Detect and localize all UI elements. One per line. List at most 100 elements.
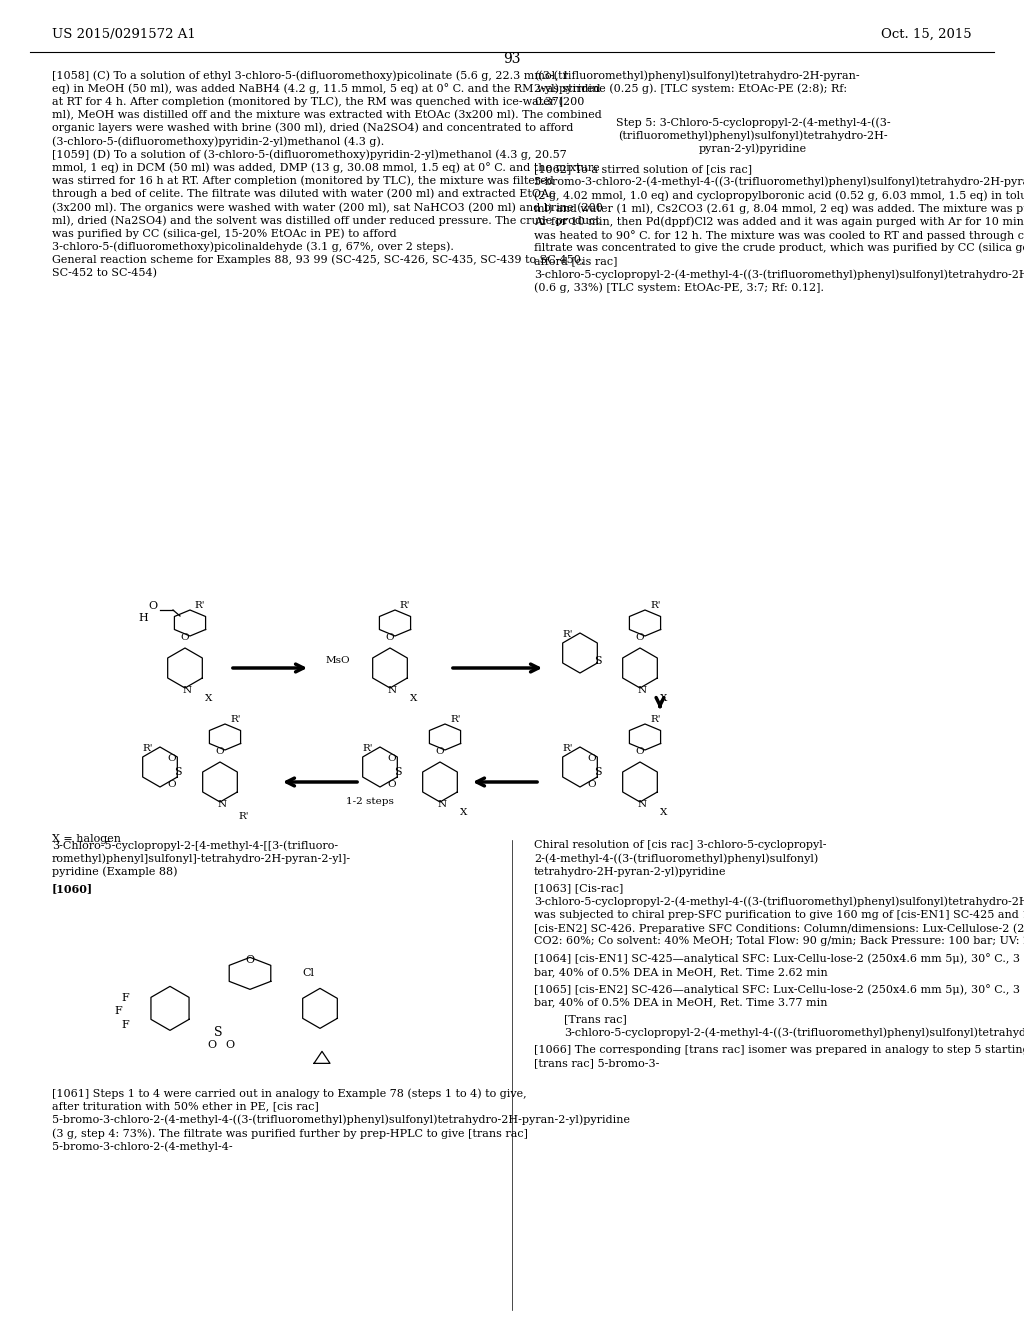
Text: [1059] (D) To a solution of (3-chloro-5-(difluoromethoxy)pyridin-2-yl)methanol (: [1059] (D) To a solution of (3-chloro-5-… [52,149,566,160]
Text: ((3-(trifluoromethyl)phenyl)sulfonyl)tetrahydro-2H-pyran-: ((3-(trifluoromethyl)phenyl)sulfonyl)tet… [534,70,859,81]
Text: US 2015/0291572 A1: US 2015/0291572 A1 [52,28,196,41]
Text: 3-Chloro-5-cyclopropyl-2-[4-methyl-4-[[3-(trifluoro-: 3-Chloro-5-cyclopropyl-2-[4-methyl-4-[[3… [52,840,338,850]
Text: 0.37]: 0.37] [534,96,563,107]
Text: Cl: Cl [302,969,314,978]
Text: O: O [386,634,394,642]
Text: 5-bromo-3-chloro-2-(4-methyl-4-: 5-bromo-3-chloro-2-(4-methyl-4- [52,1142,232,1152]
Text: filtrate was concentrated to give the crude product, which was purified by CC (s: filtrate was concentrated to give the cr… [534,243,1024,253]
Text: (trifluoromethyl)phenyl)sulfonyl)tetrahydro-2H-: (trifluoromethyl)phenyl)sulfonyl)tetrahy… [618,131,888,141]
Text: through a bed of celite. The filtrate was diluted with water (200 ml) and extrac: through a bed of celite. The filtrate wa… [52,189,555,199]
Text: N: N [217,800,226,809]
Text: tetrahydro-2H-pyran-2-yl)pyridine: tetrahydro-2H-pyran-2-yl)pyridine [534,866,726,876]
Text: S: S [594,656,602,667]
Text: S: S [594,767,602,777]
Text: H: H [138,612,147,623]
Text: R': R' [562,630,572,639]
Text: F: F [121,1020,129,1031]
Text: 3-chloro-5-cyclopropyl-2-(4-methyl-4-((3-(trifluoromethyl)phenyl)sulfonyl)tetrah: 3-chloro-5-cyclopropyl-2-(4-methyl-4-((3… [564,1027,1024,1038]
Text: S: S [394,767,401,777]
Text: was stirred for 16 h at RT. After completion (monitored by TLC), the mixture was: was stirred for 16 h at RT. After comple… [52,176,554,186]
Text: O: O [388,780,396,789]
Text: ml), dried (Na2SO4) and the solvent was distilled off under reduced pressure. Th: ml), dried (Na2SO4) and the solvent was … [52,215,600,226]
Text: O: O [588,754,596,763]
Text: 2-(4-methyl-4-((3-(trifluoromethyl)phenyl)sulfonyl): 2-(4-methyl-4-((3-(trifluoromethyl)pheny… [534,853,818,863]
Text: O: O [216,747,224,756]
Text: SC-452 to SC-454): SC-452 to SC-454) [52,268,157,279]
Text: organic layers were washed with brine (300 ml), dried (Na2SO4) and concentrated : organic layers were washed with brine (3… [52,123,573,133]
Text: O: O [246,956,255,965]
Text: O: O [388,754,396,763]
Text: (3-chloro-5-(difluoromethoxy)pyridin-2-yl)methanol (4.3 g).: (3-chloro-5-(difluoromethoxy)pyridin-2-y… [52,136,384,147]
Text: R': R' [451,715,461,723]
Text: N: N [182,686,191,696]
Text: R': R' [650,715,662,723]
Text: [trans rac] 5-bromo-3-: [trans rac] 5-bromo-3- [534,1057,659,1068]
Text: [1065] [cis-EN2] SC-426—analytical SFC: Lux-Cellu-lose-2 (250x4.6 mm 5μ), 30° C.: [1065] [cis-EN2] SC-426—analytical SFC: … [534,983,1024,995]
Text: O: O [588,780,596,789]
Text: O: O [180,634,189,642]
Text: F: F [121,994,129,1003]
Text: F: F [114,1006,122,1016]
Text: (0.6 g, 33%) [TLC system: EtOAc-PE, 3:7; Rf: 0.12].: (0.6 g, 33%) [TLC system: EtOAc-PE, 3:7;… [534,282,824,293]
Text: mmol, 1 eq) in DCM (50 ml) was added, DMP (13 g, 30.08 mmol, 1.5 eq) at 0° C. an: mmol, 1 eq) in DCM (50 ml) was added, DM… [52,162,600,173]
Text: after trituration with 50% ether in PE, [cis rac]: after trituration with 50% ether in PE, … [52,1102,318,1111]
Text: R': R' [239,812,249,821]
Text: pyran-2-yl)pyridine: pyran-2-yl)pyridine [699,144,807,154]
Text: O: O [168,780,176,789]
Text: R': R' [650,601,662,610]
Text: 5-bromo-3-chloro-2-(4-methyl-4-((3-(trifluoromethyl)phenyl)sulfonyl)tetrahydro-2: 5-bromo-3-chloro-2-(4-methyl-4-((3-(trif… [52,1115,630,1126]
Text: S: S [174,767,182,777]
Text: R': R' [195,601,205,610]
Text: 93: 93 [503,51,521,66]
Text: O: O [225,1040,234,1051]
Text: Ar for 10 min, then Pd(dppf)Cl2 was added and it was again purged with Ar for 10: Ar for 10 min, then Pd(dppf)Cl2 was adde… [534,216,1024,227]
Text: [1066] The corresponding [trans rac] isomer was prepared in analogy to step 5 st: [1066] The corresponding [trans rac] iso… [534,1044,1024,1055]
Text: [Trans rac]: [Trans rac] [564,1014,627,1024]
Text: R': R' [362,744,373,752]
Text: [1063] [Cis-rac]: [1063] [Cis-rac] [534,883,624,894]
Text: O: O [148,601,158,611]
Text: 3-chloro-5-cyclopropyl-2-(4-methyl-4-((3-(trifluoromethyl)phenyl)sulfonyl)tetrah: 3-chloro-5-cyclopropyl-2-(4-methyl-4-((3… [534,269,1024,280]
Text: [1061] Steps 1 to 4 were carried out in analogy to Example 78 (steps 1 to 4) to : [1061] Steps 1 to 4 were carried out in … [52,1089,526,1100]
Text: O: O [168,754,176,763]
Text: [1060]: [1060] [52,883,93,895]
Text: N: N [637,800,646,809]
Text: MsO: MsO [326,656,350,665]
Text: N: N [637,686,646,696]
Text: O: O [636,634,644,642]
Text: X = halogen: X = halogen [52,834,121,843]
Text: was purified by CC (silica-gel, 15-20% EtOAc in PE) to afford: was purified by CC (silica-gel, 15-20% E… [52,228,396,239]
Text: bar, 40% of 0.5% DEA in MeOH, Ret. Time 2.62 min: bar, 40% of 0.5% DEA in MeOH, Ret. Time … [534,966,827,977]
Text: 2-yl)pyridine (0.25 g). [TLC system: EtOAc-PE (2:8); Rf:: 2-yl)pyridine (0.25 g). [TLC system: EtO… [534,83,847,94]
Text: R': R' [230,715,242,723]
Text: 5-bromo-3-chloro-2-(4-methyl-4-((3-(trifluoromethyl)phenyl)sulfonyl)tetrahydro-2: 5-bromo-3-chloro-2-(4-methyl-4-((3-(trif… [534,177,1024,187]
Text: at RT for 4 h. After completion (monitored by TLC), the RM was quenched with ice: at RT for 4 h. After completion (monitor… [52,96,585,107]
Text: (3 g, step 4: 73%). The filtrate was purified further by prep-HPLC to give [tran: (3 g, step 4: 73%). The filtrate was pur… [52,1129,528,1139]
Text: [1064] [cis-EN1] SC-425—analytical SFC: Lux-Cellu-lose-2 (250x4.6 mm 5μ), 30° C.: [1064] [cis-EN1] SC-425—analytical SFC: … [534,953,1024,965]
Text: pyridine (Example 88): pyridine (Example 88) [52,866,177,876]
Text: R': R' [399,601,411,610]
Text: bar, 40% of 0.5% DEA in MeOH, Ret. Time 3.77 min: bar, 40% of 0.5% DEA in MeOH, Ret. Time … [534,997,827,1007]
Text: afford [cis rac]: afford [cis rac] [534,256,617,267]
Text: [cis-EN2] SC-426. Preparative SFC Conditions: Column/dimensions: Lux-Cellulose-2: [cis-EN2] SC-426. Preparative SFC Condit… [534,923,1024,933]
Text: [1058] (C) To a solution of ethyl 3-chloro-5-(difluoromethoxy)picolinate (5.6 g,: [1058] (C) To a solution of ethyl 3-chlo… [52,70,569,81]
Text: Oct. 15, 2015: Oct. 15, 2015 [882,28,972,41]
Text: [1062] To a stirred solution of [cis rac]: [1062] To a stirred solution of [cis rac… [534,164,752,174]
Text: romethyl)phenyl]sulfonyl]-tetrahydro-2H-pyran-2-yl]-: romethyl)phenyl]sulfonyl]-tetrahydro-2H-… [52,853,351,863]
Text: General reaction scheme for Examples 88, 93 99 (SC-425, SC-426, SC-435, SC-439 t: General reaction scheme for Examples 88,… [52,255,585,265]
Text: X: X [411,694,418,704]
Text: CO2: 60%; Co solvent: 40% MeOH; Total Flow: 90 g/min; Back Pressure: 100 bar; UV: CO2: 60%; Co solvent: 40% MeOH; Total Fl… [534,936,1024,946]
Text: X: X [461,808,468,817]
Text: X: X [660,808,668,817]
Text: (2 g, 4.02 mmol, 1.0 eq) and cyclopropylboronic acid (0.52 g, 6.03 mmol, 1.5 eq): (2 g, 4.02 mmol, 1.0 eq) and cyclopropyl… [534,190,1024,201]
Text: R': R' [562,744,572,752]
Text: N: N [437,800,446,809]
Text: Chiral resolution of [cis rac] 3-chloro-5-cyclopropyl-: Chiral resolution of [cis rac] 3-chloro-… [534,840,826,850]
Text: (3x200 ml). The organics were washed with water (200 ml), sat NaHCO3 (200 ml) an: (3x200 ml). The organics were washed wit… [52,202,603,213]
Text: O: O [636,747,644,756]
Text: was heated to 90° C. for 12 h. The mixture was was cooled to RT and passed throu: was heated to 90° C. for 12 h. The mixtu… [534,230,1024,240]
Text: 1-2 steps: 1-2 steps [346,797,394,807]
Text: X: X [660,694,668,704]
Text: O: O [208,1040,216,1051]
Text: 3-chloro-5-cyclopropyl-2-(4-methyl-4-((3-(trifluoromethyl)phenyl)sulfonyl)tetrah: 3-chloro-5-cyclopropyl-2-(4-methyl-4-((3… [534,896,1024,907]
